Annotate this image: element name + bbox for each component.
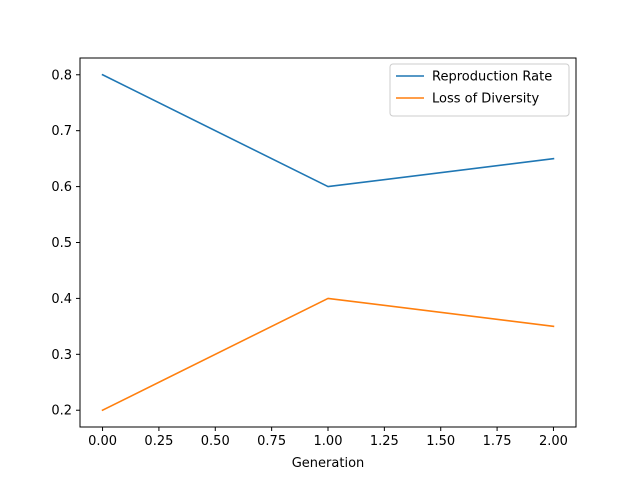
- legend: Reproduction Rate Loss of Diversity: [389, 63, 570, 117]
- y-tick-label: 0.8: [51, 68, 72, 83]
- x-tick-label: 2.00: [539, 434, 568, 449]
- x-tick-label: 1.00: [314, 434, 343, 449]
- series-line-1: [101, 297, 555, 412]
- x-tick-label: 1.50: [426, 434, 455, 449]
- x-axis-label: Generation: [292, 456, 365, 471]
- legend-label-1: Loss of Diversity: [432, 92, 539, 107]
- x-tick-label: 0.00: [88, 434, 117, 449]
- legend-label-0: Reproduction Rate: [432, 70, 552, 85]
- series-line-0: [101, 73, 555, 188]
- y-tick-label: 0.2: [51, 404, 72, 419]
- x-tick-label: 0.25: [144, 434, 173, 449]
- y-axis-ticks: 0.2 0.3 0.4 0.5 0.6 0.7 0.8: [51, 68, 80, 419]
- x-axis-ticks: 0.00 0.25 0.50 0.75 1.00 1.25 1.50 1.75 2.00: [88, 427, 568, 449]
- y-tick-label: 0.3: [51, 348, 72, 363]
- x-tick-label: 0.50: [201, 434, 230, 449]
- y-tick-label: 0.5: [51, 236, 72, 251]
- x-tick-label: 1.75: [483, 434, 512, 449]
- y-tick-label: 0.6: [51, 180, 72, 195]
- y-tick-label: 0.4: [51, 292, 72, 307]
- x-tick-label: 1.25: [370, 434, 399, 449]
- y-tick-label: 0.7: [51, 124, 72, 139]
- plot-lines: [101, 73, 555, 412]
- x-tick-label: 0.75: [257, 434, 286, 449]
- legend-box: [389, 63, 570, 117]
